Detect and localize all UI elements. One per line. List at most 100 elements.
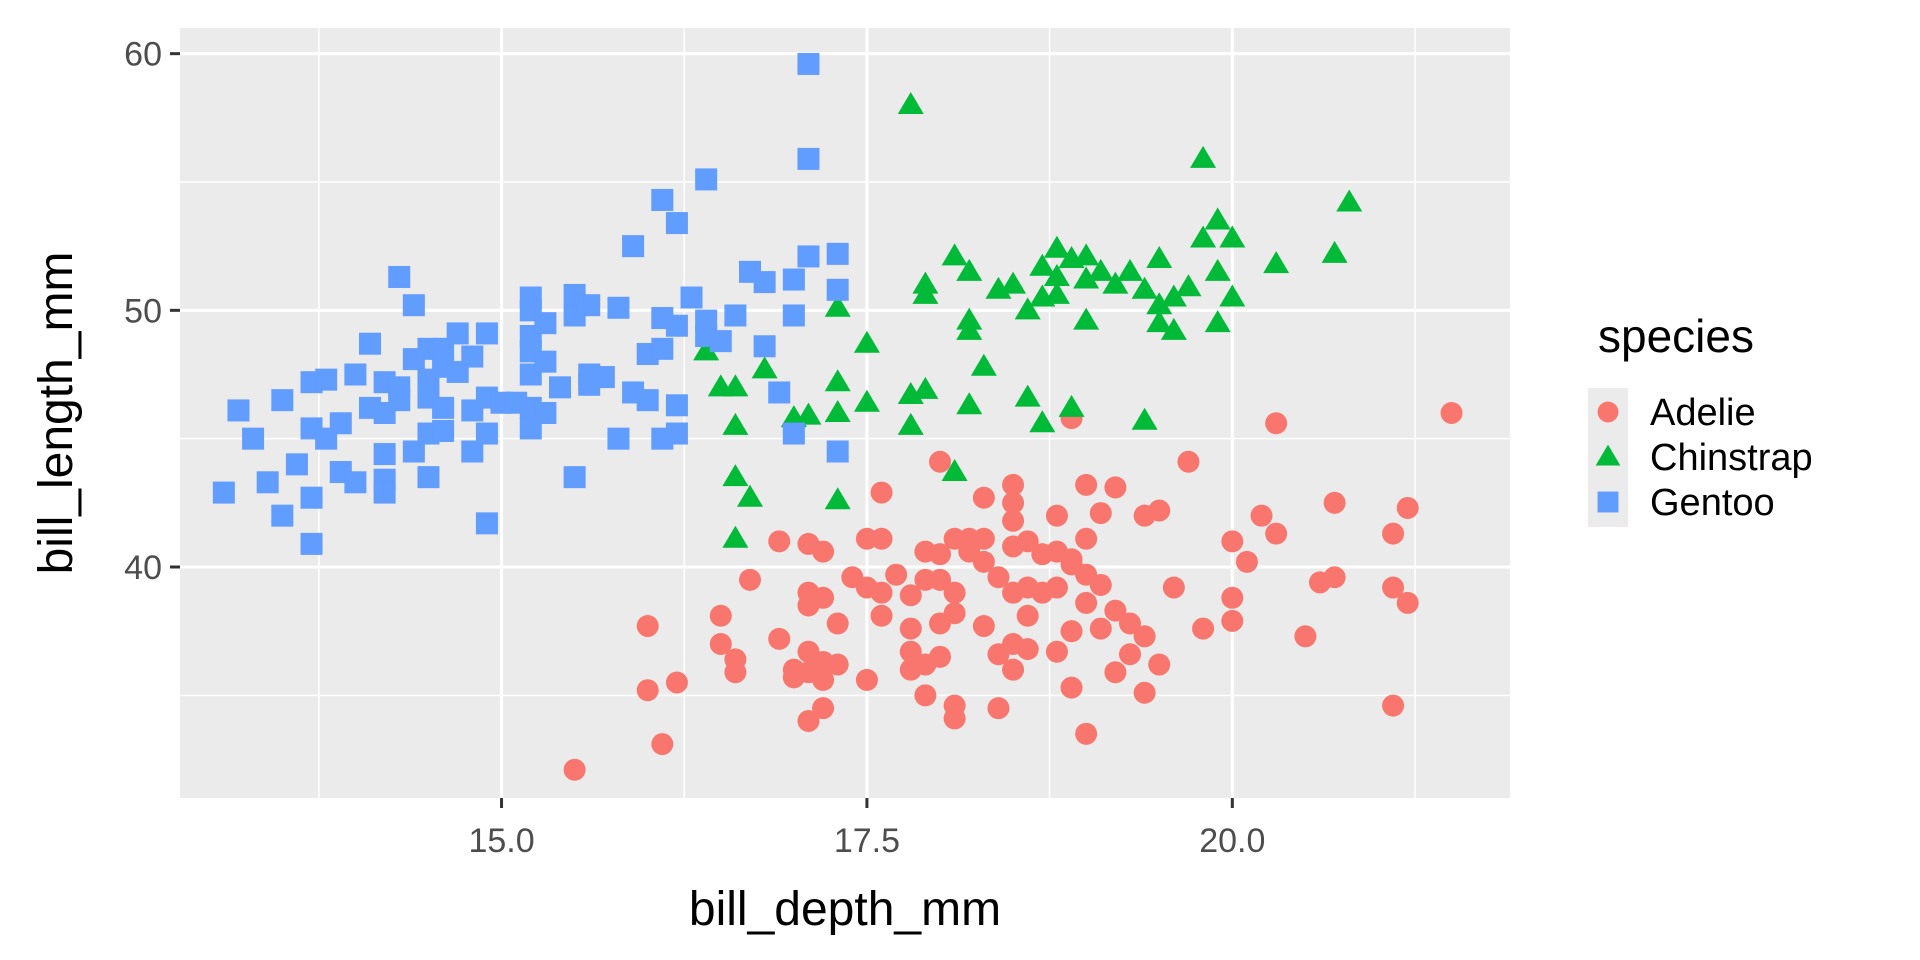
legend-label-adelie: Adelie xyxy=(1650,392,1756,434)
point-adelie xyxy=(987,697,1010,720)
point-gentoo xyxy=(285,453,308,476)
point-adelie xyxy=(870,581,893,604)
point-gentoo xyxy=(344,471,367,494)
point-chinstrap xyxy=(1102,271,1129,294)
y-tick-label: 50 xyxy=(124,292,162,330)
point-gentoo xyxy=(534,350,557,373)
point-chinstrap xyxy=(1160,284,1187,307)
point-chinstrap xyxy=(1000,271,1027,294)
point-chinstrap xyxy=(1029,410,1056,433)
point-adelie xyxy=(1221,586,1244,609)
point-chinstrap xyxy=(751,356,778,379)
point-gentoo xyxy=(753,271,776,294)
point-adelie xyxy=(899,617,922,640)
point-chinstrap xyxy=(970,353,997,376)
point-adelie xyxy=(1396,496,1419,519)
point-adelie xyxy=(1016,604,1039,627)
point-chinstrap xyxy=(956,392,983,415)
point-adelie xyxy=(1104,661,1127,684)
point-chinstrap xyxy=(1014,384,1041,407)
point-adelie xyxy=(636,615,659,638)
point-gentoo xyxy=(300,532,323,555)
point-adelie xyxy=(812,668,835,691)
point-adelie xyxy=(1323,566,1346,589)
point-adelie xyxy=(899,584,922,607)
point-adelie xyxy=(768,530,791,553)
point-gentoo xyxy=(680,286,703,309)
point-chinstrap xyxy=(693,338,720,361)
y-tick-labels: 40 50 60 xyxy=(124,36,162,587)
point-adelie xyxy=(972,486,995,509)
point-gentoo xyxy=(607,427,630,450)
point-gentoo xyxy=(797,245,820,268)
point-gentoo xyxy=(402,294,425,317)
point-adelie xyxy=(1148,653,1171,676)
point-gentoo xyxy=(359,332,381,355)
point-adelie xyxy=(1002,491,1025,514)
point-gentoo xyxy=(651,337,674,360)
point-gentoo xyxy=(782,304,805,327)
point-adelie xyxy=(709,604,732,627)
point-chinstrap xyxy=(853,330,880,353)
point-gentoo xyxy=(417,466,440,489)
point-adelie xyxy=(1104,476,1127,499)
point-adelie xyxy=(1440,402,1463,424)
point-gentoo xyxy=(373,443,396,466)
point-chinstrap xyxy=(897,412,924,435)
point-chinstrap xyxy=(941,243,968,266)
point-gentoo xyxy=(402,440,425,463)
point-gentoo xyxy=(373,481,396,504)
point-chinstrap xyxy=(1043,263,1070,286)
point-chinstrap xyxy=(824,294,851,317)
legend-title: species xyxy=(1598,310,1754,362)
data-points xyxy=(212,52,1463,781)
point-gentoo xyxy=(315,368,338,391)
point-adelie xyxy=(1192,617,1215,640)
point-adelie xyxy=(943,707,966,730)
point-adelie xyxy=(1002,658,1025,681)
point-chinstrap xyxy=(1029,253,1056,276)
point-chinstrap xyxy=(1204,207,1231,230)
point-chinstrap xyxy=(1190,225,1217,248)
point-adelie xyxy=(651,733,674,756)
legend-key-chinstrap xyxy=(1595,444,1621,466)
point-adelie xyxy=(1119,643,1141,666)
axis-ticks xyxy=(170,52,1234,808)
point-gentoo xyxy=(695,168,718,191)
point-chinstrap xyxy=(1160,317,1187,340)
point-adelie xyxy=(1323,491,1346,514)
point-adelie xyxy=(929,543,951,566)
point-gentoo xyxy=(461,440,484,463)
point-adelie xyxy=(636,679,659,702)
point-adelie xyxy=(1221,609,1244,632)
point-gentoo xyxy=(709,330,732,353)
point-adelie xyxy=(1016,530,1039,553)
point-chinstrap xyxy=(1043,281,1070,304)
point-chinstrap xyxy=(722,525,749,548)
point-gentoo xyxy=(271,389,294,412)
point-adelie xyxy=(1075,473,1098,496)
point-gentoo xyxy=(826,242,849,265)
point-adelie xyxy=(943,581,966,604)
point-adelie xyxy=(709,633,732,655)
point-gentoo xyxy=(227,399,250,422)
point-adelie xyxy=(943,602,966,625)
point-chinstrap xyxy=(1058,394,1085,417)
legend-key-adelie xyxy=(1597,401,1619,423)
point-gentoo xyxy=(826,278,849,301)
point-gentoo xyxy=(578,294,601,317)
point-adelie xyxy=(1294,625,1317,648)
point-adelie xyxy=(1075,722,1098,745)
point-gentoo xyxy=(534,402,557,424)
point-gentoo xyxy=(475,322,498,345)
point-gentoo xyxy=(607,296,630,319)
x-tick-label: 15.0 xyxy=(468,822,534,860)
point-chinstrap xyxy=(722,464,749,487)
point-adelie xyxy=(899,640,922,663)
point-gentoo xyxy=(826,440,849,463)
point-gentoo xyxy=(665,212,688,235)
legend-label-gentoo: Gentoo xyxy=(1650,482,1775,524)
y-tick-label: 40 xyxy=(124,549,162,587)
